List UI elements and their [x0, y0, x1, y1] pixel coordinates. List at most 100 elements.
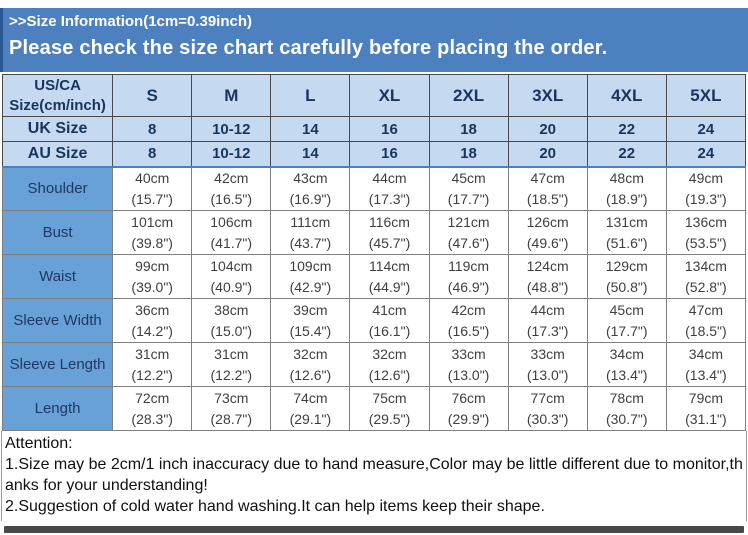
measurement-inch: (48.8") — [526, 278, 569, 295]
measurement-inch: (39.0") — [131, 278, 173, 295]
size-number-cell: 20 — [507, 141, 588, 168]
measurement-cell: 74cm (29.1") — [270, 386, 351, 431]
measurement-cell: 129cm (50.8") — [586, 254, 667, 299]
measurement-inch: (29.5") — [368, 410, 411, 427]
measurement-inch: (17.7") — [605, 322, 648, 339]
top-strip — [0, 0, 748, 8]
measurement-cell: 45cm (17.7") — [428, 166, 509, 211]
measurement-cm: 34cm — [609, 346, 644, 363]
measurement-inch: (16.9") — [289, 190, 332, 207]
measurement-cm: 39cm — [293, 302, 328, 319]
measurement-cell: 131cm (51.6") — [586, 210, 667, 255]
size-col-header-3xl: 3XL — [507, 74, 588, 117]
measurement-cell: 42cm (16.5") — [191, 166, 272, 211]
measurement-inch: (53.5") — [685, 234, 727, 251]
measurement-cm: 49cm — [688, 170, 724, 187]
measurement-cell: 114cm (44.9") — [349, 254, 430, 299]
measurement-cell: 73cm (28.7") — [191, 386, 272, 431]
measurement-cm: 109cm — [289, 258, 332, 275]
size-number-cell: 10-12 — [191, 116, 272, 142]
measurement-inch: (13.4") — [605, 366, 648, 383]
measurement-cm: 116cm — [368, 214, 410, 231]
measurement-cm: 126cm — [526, 214, 569, 231]
measurement-cell: 116cm (45.7") — [349, 210, 430, 255]
size-table: US/CA Size(cm/inch) S M L XL 2XL 3XL 4XL 5XL UK Si… — [1, 74, 747, 431]
size-col-header-5xl: 5XL — [665, 74, 747, 117]
measurement-cell: 32cm (12.6") — [270, 342, 351, 387]
size-number-cell: 22 — [586, 141, 667, 168]
measurement-cell: 31cm (12.2") — [191, 342, 272, 387]
measurement-cm: 131cm — [605, 214, 648, 231]
measurement-cm: 42cm — [451, 302, 486, 319]
measurement-inch: (18.5") — [526, 190, 569, 207]
size-number-cell: 8 — [112, 141, 193, 168]
measurement-inch: (30.3") — [526, 410, 569, 427]
size-number-cell: 8 — [112, 116, 193, 142]
measurement-cm: 33cm — [530, 346, 565, 363]
measurement-cell: 75cm (29.5") — [349, 386, 430, 431]
measurement-inch: (19.3") — [685, 190, 727, 207]
attention-item-2: 2.Suggestion of cold water hand washing.… — [5, 498, 545, 516]
measurement-cm: 129cm — [605, 258, 648, 275]
row-label-waist: Waist — [1, 254, 114, 299]
measurement-cell: 40cm (15.7") — [112, 166, 193, 211]
measurement-cell: 33cm (13.0") — [428, 342, 509, 387]
banner-title: >>Size Information(1cm=0.39inch) — [9, 13, 252, 30]
measurement-cell: 45cm (17.7") — [586, 298, 667, 343]
measurement-cell: 104cm (40.9") — [191, 254, 272, 299]
corner-header-line1: US/CA — [34, 77, 81, 94]
attention-section: Attention: 1.Size may be 2cm/1 inch inac… — [1, 431, 747, 522]
measurement-inch: (15.4") — [289, 322, 332, 339]
measurement-cm: 42cm — [214, 170, 249, 187]
attention-item-1: 1.Size may be 2cm/1 inch inaccuracy due … — [5, 456, 743, 495]
measurement-cell: 136cm (53.5") — [665, 210, 747, 255]
row-label-au-size: AU Size — [1, 141, 114, 168]
size-number-cell: 18 — [428, 116, 509, 142]
measurement-inch: (41.7") — [210, 234, 253, 251]
measurement-inch: (31.1") — [685, 410, 727, 427]
measurement-inch: (12.2") — [210, 366, 253, 383]
measurement-cm: 40cm — [135, 170, 170, 187]
measurement-inch: (50.8") — [605, 278, 648, 295]
measurement-cm: 119cm — [448, 258, 490, 275]
banner-subtitle: Please check the size chart carefully be… — [9, 37, 608, 59]
measurement-cell: 119cm (46.9") — [428, 254, 509, 299]
measurement-cm: 104cm — [210, 258, 253, 275]
measurement-cell: 38cm (15.0") — [191, 298, 272, 343]
row-label-shoulder: Shoulder — [1, 166, 114, 211]
measurement-cm: 121cm — [447, 214, 490, 231]
measurement-cell: 44cm (17.3") — [349, 166, 430, 211]
measurement-cell: 79cm (31.1") — [665, 386, 747, 431]
size-number-cell: 22 — [586, 116, 667, 142]
measurement-cm: 36cm — [135, 302, 170, 319]
size-number-cell: 24 — [665, 141, 747, 168]
measurement-cm: 31cm — [135, 346, 170, 363]
measurement-cm: 45cm — [609, 302, 644, 319]
size-col-header-l: L — [270, 74, 351, 117]
measurement-inch: (47.6") — [447, 234, 490, 251]
measurement-cm: 38cm — [214, 302, 249, 319]
measurement-cm: 134cm — [684, 258, 727, 275]
measurement-inch: (13.0") — [447, 366, 490, 383]
measurement-inch: (30.7") — [605, 410, 648, 427]
measurement-cell: 134cm (52.8") — [665, 254, 747, 299]
measurement-cm: 44cm — [372, 170, 407, 187]
measurement-cm: 78cm — [609, 390, 644, 407]
measurement-inch: (40.9") — [210, 278, 253, 295]
measurement-cm: 99cm — [135, 258, 170, 275]
measurement-inch: (14.2") — [131, 322, 173, 339]
measurement-inch: (12.6") — [368, 366, 411, 383]
measurement-cm: 47cm — [530, 170, 565, 187]
measurement-inch: (46.9") — [447, 278, 490, 295]
measurement-cm: 32cm — [293, 346, 328, 363]
measurement-cm: 73cm — [214, 390, 249, 407]
measurement-cell: 121cm (47.6") — [428, 210, 509, 255]
measurement-inch: (17.3") — [526, 322, 569, 339]
measurement-cm: 48cm — [609, 170, 644, 187]
measurement-cm: 124cm — [526, 258, 569, 275]
measurement-inch: (28.7") — [210, 410, 253, 427]
measurement-cell: 39cm (15.4") — [270, 298, 351, 343]
measurement-cell: 101cm (39.8") — [112, 210, 193, 255]
measurement-inch: (28.3") — [131, 410, 173, 427]
